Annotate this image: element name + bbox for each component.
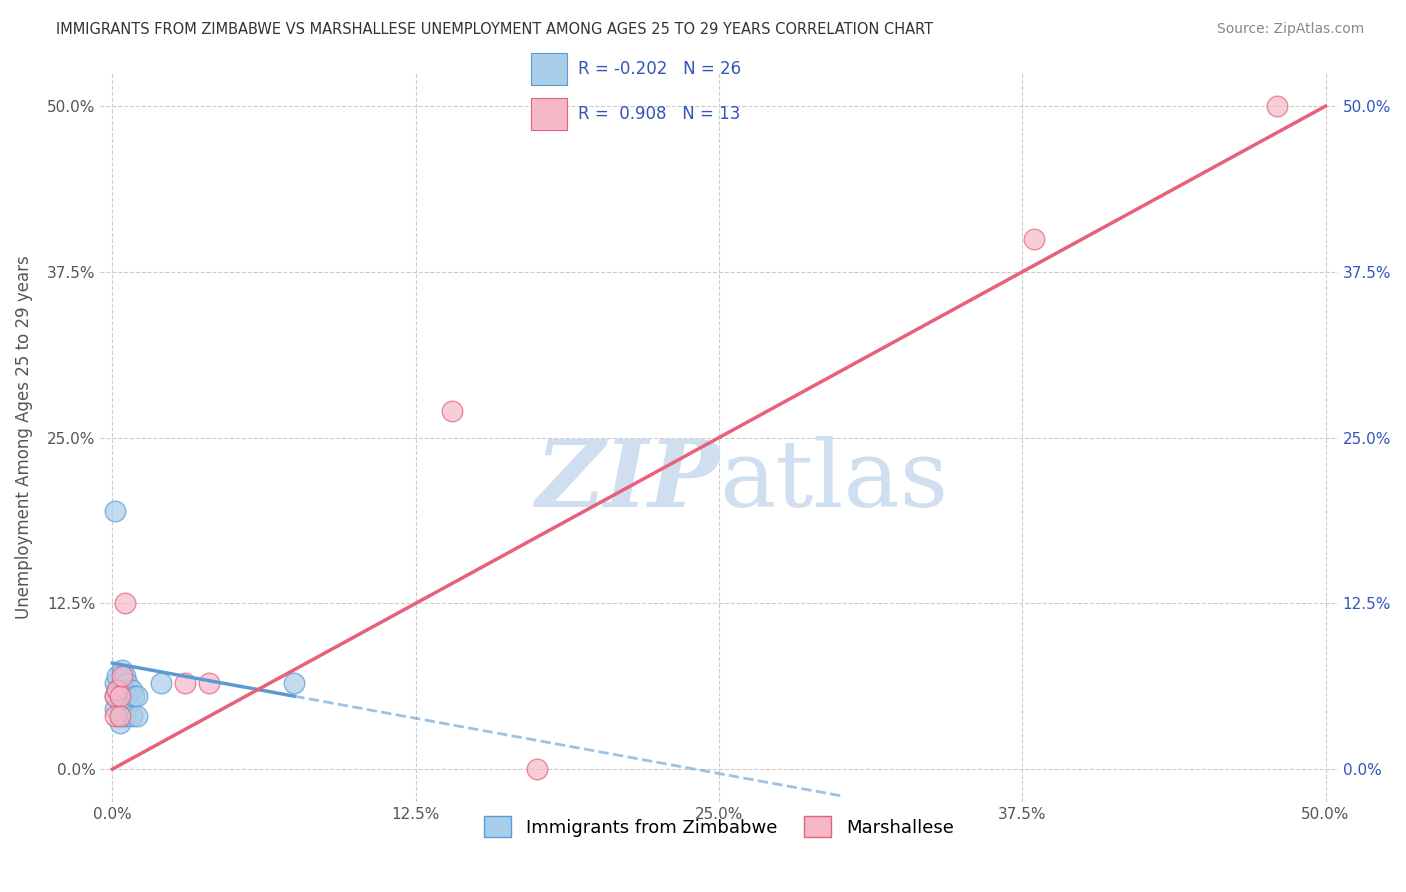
Point [105,669,128,683]
Point [111,702,134,716]
Text: R =  0.908   N = 13: R = 0.908 N = 13 [578,105,740,123]
Point [111,663,134,677]
Point [115,676,138,690]
Point [104,503,127,517]
Point [108,696,131,710]
Point [115,689,138,703]
Text: Source: ZipAtlas.com: Source: ZipAtlas.com [1216,22,1364,37]
Point [114,682,136,697]
Legend: Immigrants from Zimbabwe, Marshallese: Immigrants from Zimbabwe, Marshallese [477,809,960,845]
Point [105,682,128,697]
FancyBboxPatch shape [531,98,567,130]
Point [104,676,127,690]
Point [125,689,148,703]
Point [108,709,131,723]
Text: ZIP: ZIP [534,436,718,526]
Point [108,715,131,730]
Point [104,709,127,723]
Point [526,762,548,776]
Point [114,709,136,723]
Point [114,669,136,683]
Point [111,669,134,683]
FancyBboxPatch shape [531,53,567,85]
Point [121,682,143,697]
Y-axis label: Unemployment Among Ages 25 to 29 years: Unemployment Among Ages 25 to 29 years [15,256,32,620]
Point [174,676,197,690]
Point [111,676,134,690]
Point [283,676,305,690]
Point [198,676,221,690]
Text: IMMIGRANTS FROM ZIMBABWE VS MARSHALLESE UNEMPLOYMENT AMONG AGES 25 TO 29 YEARS C: IMMIGRANTS FROM ZIMBABWE VS MARSHALLESE … [56,22,934,37]
Point [441,404,464,418]
Point [1024,232,1046,246]
Point [108,709,131,723]
Point [114,596,136,610]
Point [104,702,127,716]
Point [122,689,145,703]
Point [149,676,172,690]
Point [105,682,128,697]
Point [125,709,148,723]
Point [121,709,143,723]
Point [104,689,127,703]
Point [104,689,127,703]
Point [118,696,141,710]
Text: R = -0.202   N = 26: R = -0.202 N = 26 [578,60,741,78]
Point [1265,99,1288,113]
Point [108,689,131,703]
Text: atlas: atlas [718,436,948,526]
Point [111,689,134,703]
